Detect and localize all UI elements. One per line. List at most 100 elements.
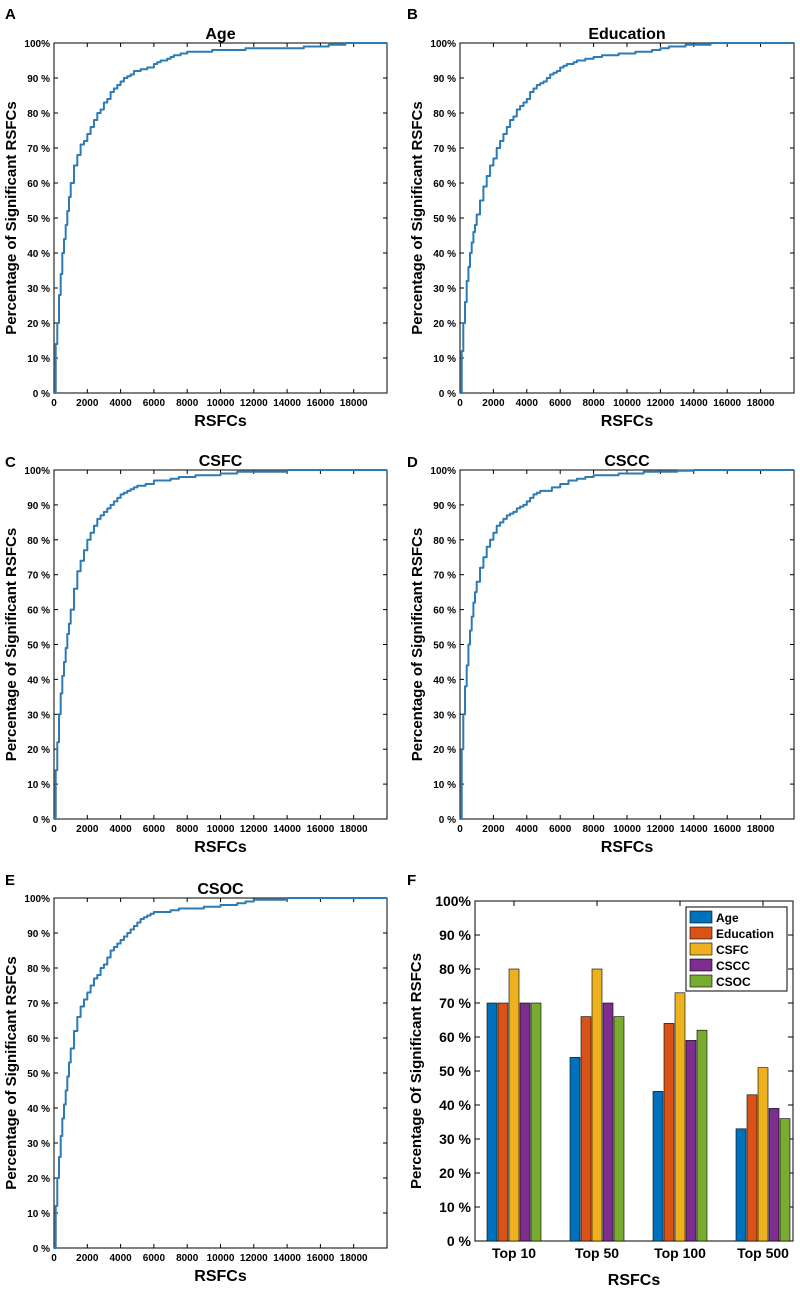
y-tick-label: 10 % [27,354,50,365]
x-axis-label: RSFCs [194,1268,247,1285]
x-tick-label: 14000 [680,824,708,835]
y-tick-label: 80 % [433,109,456,120]
y-tick-label: 60 % [433,179,456,190]
y-tick-label: 0 % [33,1244,50,1255]
y-tick-label: 50 % [439,1063,471,1079]
bar-education-top-500 [746,1094,758,1242]
y-tick-label: 70 % [439,995,471,1011]
x-tick-label: 2000 [76,824,99,835]
bar-csoc-top-500 [779,1118,791,1242]
y-tick-label: 80 % [27,964,50,975]
x-tick-label: 18000 [340,398,368,409]
x-tick-label: 0 [51,398,57,409]
series-line [460,42,794,394]
x-tick-label: 12000 [646,824,674,835]
bar-csfc-top-10 [508,968,520,1242]
x-tick-label: 14000 [680,398,708,409]
x-axis-label: RSFCs [601,413,654,430]
bar-age-top-50 [569,1057,581,1242]
bar-age-top-10 [486,1002,498,1242]
x-tick-label: 4000 [516,824,539,835]
legend-swatch [689,974,713,988]
bar-education-top-50 [580,1016,592,1242]
panel-label: B [407,6,418,23]
y-tick-label: 100% [430,466,456,477]
panel-a: A 0 % 10 % 20 % 30 % 40 % 50 % 60 % 70 % 80 % 90 %… [3,6,388,430]
y-tick-label: 0 % [33,815,50,826]
x-axis-label: RSFCs [601,839,654,856]
x-tick-label: 12000 [240,1253,268,1264]
y-tick-label: 40 % [433,249,456,260]
panel-label: E [5,872,15,889]
x-tick-label: 6000 [549,398,572,409]
y-axis-label: Percentage of Significant RSFCs [409,528,426,761]
panel-label: F [407,872,416,889]
y-axis-label: Percentage Of Significant RSFCs [408,953,425,1189]
y-tick-label: 40 % [27,1104,50,1115]
y-tick-label: 0 % [447,1233,472,1249]
axes-box [459,42,795,394]
y-tick-label: 50 % [433,641,456,652]
series-line [54,42,387,394]
y-tick-label: 70 % [27,571,50,582]
x-tick-label: 6000 [143,1253,166,1264]
category-label: Top 10 [492,1245,536,1261]
y-tick-label: 30 % [433,284,456,295]
category-label: Top 100 [654,1245,706,1261]
y-tick-label: 60 % [27,1034,50,1045]
chart-title: Age [205,26,235,43]
y-tick-label: 100% [24,39,50,50]
panel-label: D [407,454,418,471]
x-tick-label: 16000 [713,824,741,835]
bar-cscc-top-500 [768,1108,780,1242]
axes-box [53,42,388,394]
x-tick-label: 14000 [273,824,301,835]
y-tick-label: 90 % [433,74,456,85]
x-tick-label: 18000 [340,1253,368,1264]
y-tick-label: 10 % [439,1199,471,1215]
legend-label: CSCC [716,959,750,973]
x-tick-label: 16000 [713,398,741,409]
y-axis-label: Percentage of Significant RSFCs [3,956,20,1189]
legend-swatch [689,942,713,956]
category-label: Top 50 [575,1245,619,1261]
x-tick-label: 18000 [340,824,368,835]
x-axis-label: RSFCs [608,1272,661,1289]
y-tick-label: 20 % [27,319,50,330]
y-tick-label: 80 % [439,961,471,977]
y-tick-label: 40 % [433,675,456,686]
y-tick-label: 30 % [27,710,50,721]
x-tick-label: 6000 [549,824,572,835]
bar-education-top-10 [497,1002,509,1242]
x-tick-label: 8000 [176,398,199,409]
y-tick-label: 90 % [439,927,471,943]
bar-age-top-500 [735,1128,747,1242]
x-tick-label: 2000 [76,398,99,409]
y-tick-label: 0 % [33,389,50,400]
panel-label: C [5,454,16,471]
legend-label: CSOC [716,975,751,989]
y-tick-label: 90 % [27,74,50,85]
bar-csfc-top-50 [591,968,603,1242]
x-axis-label: RSFCs [194,413,247,430]
chart-title: CSOC [197,881,244,898]
x-tick-label: 12000 [646,398,674,409]
y-tick-label: 70 % [27,144,50,155]
bar-csoc-top-100 [696,1029,708,1242]
x-tick-label: 10000 [207,398,235,409]
x-tick-label: 16000 [306,824,334,835]
x-tick-label: 10000 [613,398,641,409]
y-tick-label: 100% [24,894,50,905]
y-tick-label: 100% [430,39,456,50]
bar-cscc-top-10 [519,1002,531,1242]
y-tick-label: 0 % [439,815,456,826]
x-tick-label: 8000 [582,824,605,835]
y-tick-label: 80 % [433,536,456,547]
y-tick-label: 60 % [27,606,50,617]
x-tick-label: 12000 [240,398,268,409]
y-tick-label: 60 % [439,1029,471,1045]
y-tick-label: 70 % [27,999,50,1010]
legend-swatch [689,910,713,924]
bar-csfc-top-500 [757,1067,769,1242]
bar-cscc-top-50 [602,1002,614,1242]
